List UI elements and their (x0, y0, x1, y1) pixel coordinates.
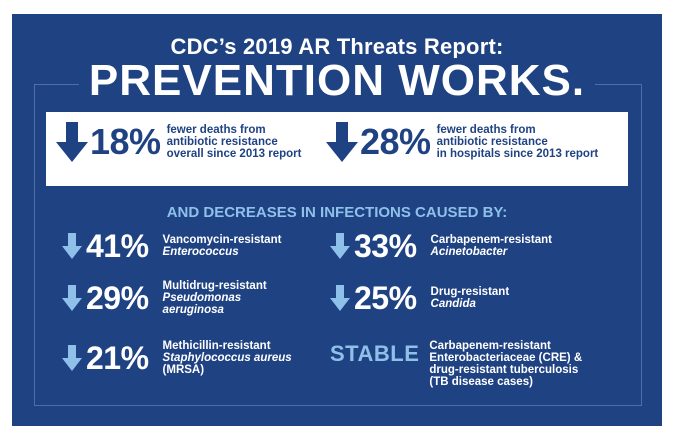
stat-deaths-hospitals: 28% fewer deaths from antibiotic resista… (326, 122, 598, 162)
stat-desc-line: overall since 2013 report (166, 148, 302, 160)
stat-description: fewer deaths from antibiotic resistance … (437, 124, 599, 160)
infection-value: 21% (86, 340, 149, 376)
stat-description: fewer deaths from antibiotic resistance … (167, 124, 302, 160)
section-heading: AND DECREASES IN INFECTIONS CAUSED BY: (166, 204, 508, 221)
infection-stable: STABLE Carbapenem-resistant Enterobacter… (330, 340, 582, 388)
down-arrow-icon (330, 233, 350, 259)
infection-desc-line: Pseudomonas (162, 292, 242, 304)
infection-description: Drug-resistant Candida (431, 286, 510, 310)
stat-value: 18% (90, 121, 161, 162)
stat-desc-line: in hospitals since 2013 report (436, 148, 599, 160)
stat-desc-line: fewer deaths from (166, 124, 266, 136)
down-arrow-icon (62, 233, 82, 259)
infection-desc-line: Vancomycin-resistant (162, 234, 282, 246)
stat-desc-line: antibiotic resistance (436, 136, 548, 148)
page-title: PREVENTION WORKS. (78, 58, 596, 104)
down-arrow-icon (56, 122, 88, 162)
infection-desc-line: Multidrug-resistant (162, 280, 267, 292)
down-arrow-icon (330, 285, 350, 311)
down-arrow-icon (62, 285, 82, 311)
infection-desc-line: Candida (430, 298, 476, 310)
infection-desc-line: Staphylococcus aureus (162, 352, 292, 364)
infection-candida: 25% Drug-resistant Candida (330, 280, 509, 316)
infection-desc-line: Enterobacteriaceae (CRE) & (429, 352, 583, 364)
infection-description: Carbapenem-resistant Enterobacteriaceae … (429, 340, 582, 388)
infection-desc-line: (MRSA) (162, 364, 205, 376)
infection-pseudomonas: 29% Multidrug-resistant Pseudomonas aeru… (62, 280, 267, 316)
infection-description: Methicillin-resistant Staphylococcus aur… (163, 340, 292, 376)
down-arrow-icon (326, 122, 358, 162)
infection-desc-line: Acinetobacter (430, 246, 508, 258)
infection-description: Multidrug-resistant Pseudomonas aerugino… (163, 280, 267, 316)
infection-description: Vancomycin-resistant Enterococcus (163, 234, 282, 258)
infection-value: 25% (354, 280, 417, 316)
infection-desc-line: Methicillin-resistant (162, 340, 271, 352)
stable-label: STABLE (330, 341, 420, 366)
infection-desc-line: Carbapenem-resistant (430, 234, 552, 246)
infection-desc-line: Enterococcus (162, 246, 239, 258)
infection-desc-line: (TB disease cases) (429, 376, 533, 388)
report-subtitle: CDC’s 2019 AR Threats Report: (170, 34, 504, 59)
infographic-card: CDC’s 2019 AR Threats Report: PREVENTION… (12, 14, 662, 426)
infection-desc-line: Carbapenem-resistant (429, 340, 551, 352)
infection-desc-line: Drug-resistant (430, 286, 510, 298)
infection-desc-line: drug-resistant tuberculosis (429, 364, 579, 376)
stat-desc-line: fewer deaths from (436, 124, 536, 136)
infection-value: 29% (86, 280, 149, 316)
infection-acinetobacter: 33% Carbapenem-resistant Acinetobacter (330, 228, 552, 264)
infection-description: Carbapenem-resistant Acinetobacter (431, 234, 552, 258)
infection-mrsa: 21% Methicillin-resistant Staphylococcus… (62, 340, 292, 376)
stat-deaths-overall: 18% fewer deaths from antibiotic resista… (56, 122, 301, 162)
stat-value: 28% (360, 121, 431, 162)
down-arrow-icon (62, 345, 82, 371)
stat-desc-line: antibiotic resistance (166, 136, 278, 148)
infection-vre: 41% Vancomycin-resistant Enterococcus (62, 228, 281, 264)
infection-value: 41% (86, 228, 149, 264)
infection-desc-line: aeruginosa (162, 304, 224, 316)
title-wrapper: PREVENTION WORKS. (12, 58, 662, 104)
infection-value: 33% (354, 228, 417, 264)
